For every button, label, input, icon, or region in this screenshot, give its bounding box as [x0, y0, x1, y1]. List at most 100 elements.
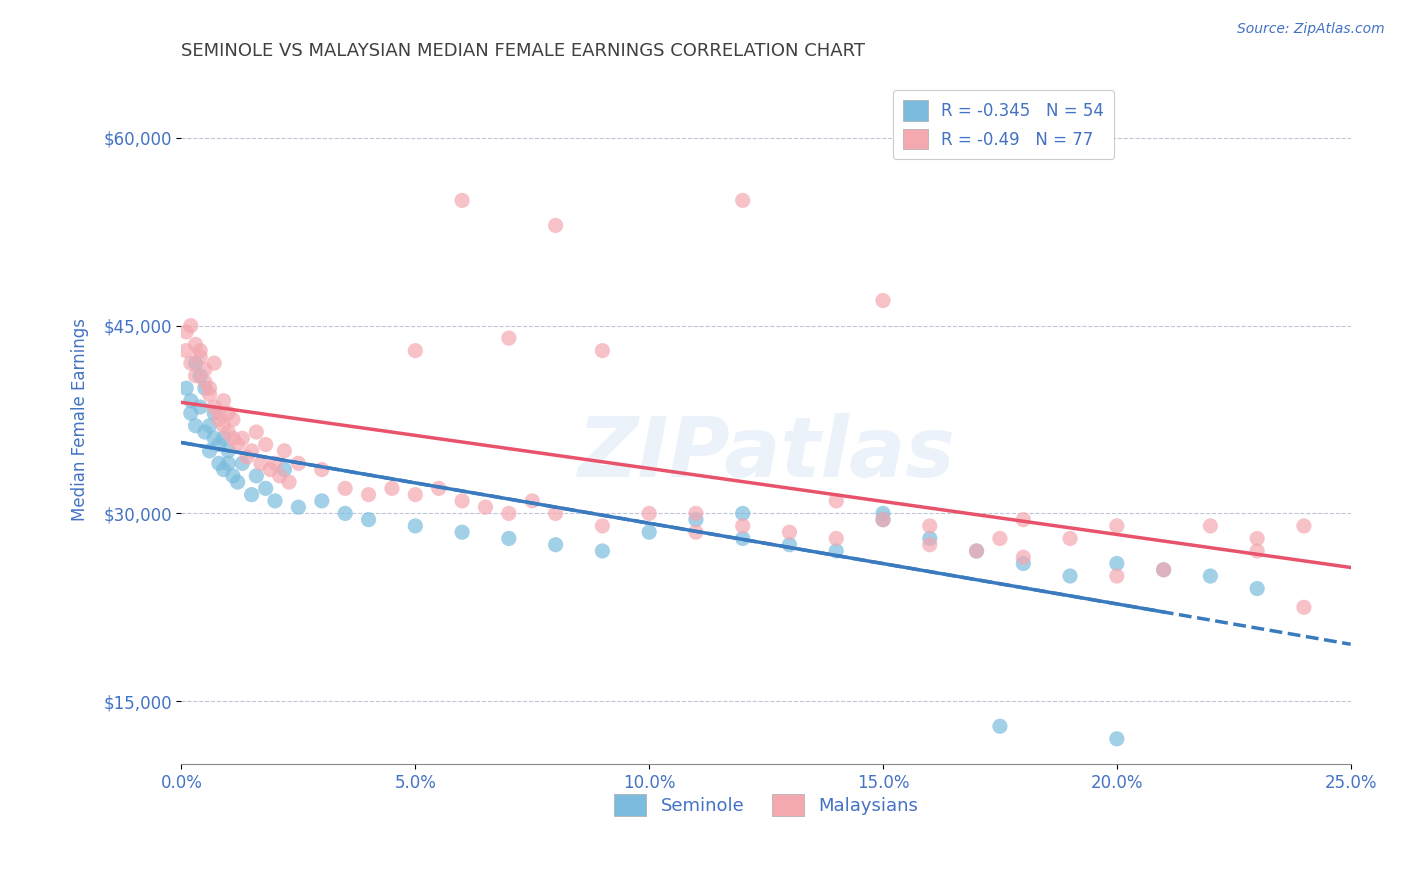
Point: [217, 456, 239, 470]
Point: [184, 337, 207, 351]
Point: [1292, 519, 1315, 533]
Point: [188, 343, 211, 358]
Point: [357, 513, 380, 527]
Point: [1105, 569, 1128, 583]
Point: [180, 356, 202, 370]
Point: [404, 519, 426, 533]
Point: [180, 406, 202, 420]
Point: [222, 431, 245, 445]
Point: [381, 482, 404, 496]
Point: [184, 356, 207, 370]
Text: ZIPatlas: ZIPatlas: [576, 414, 955, 494]
Point: [217, 443, 239, 458]
Text: SEMINOLE VS MALAYSIAN MEDIAN FEMALE EARNINGS CORRELATION CHART: SEMINOLE VS MALAYSIAN MEDIAN FEMALE EARN…: [181, 42, 866, 60]
Point: [180, 393, 202, 408]
Point: [254, 437, 277, 451]
Point: [778, 525, 800, 540]
Point: [591, 519, 613, 533]
Point: [245, 425, 267, 439]
Point: [966, 544, 988, 558]
Point: [202, 400, 225, 414]
Point: [825, 532, 848, 546]
Point: [918, 532, 941, 546]
Point: [1199, 519, 1222, 533]
Point: [731, 194, 754, 208]
Point: [174, 325, 197, 339]
Point: [202, 431, 225, 445]
Point: [202, 356, 225, 370]
Point: [357, 488, 380, 502]
Point: [685, 507, 707, 521]
Point: [198, 387, 221, 401]
Point: [198, 443, 221, 458]
Point: [1153, 563, 1175, 577]
Point: [451, 194, 474, 208]
Point: [184, 368, 207, 383]
Point: [202, 406, 225, 420]
Point: [404, 488, 426, 502]
Point: [278, 475, 301, 489]
Point: [1292, 600, 1315, 615]
Point: [273, 443, 295, 458]
Point: [1059, 532, 1081, 546]
Point: [208, 437, 231, 451]
Point: [638, 507, 661, 521]
Y-axis label: Median Female Earnings: Median Female Earnings: [72, 318, 89, 521]
Point: [250, 456, 273, 470]
Point: [1059, 569, 1081, 583]
Point: [236, 450, 259, 464]
Point: [988, 719, 1011, 733]
Point: [208, 456, 231, 470]
Point: [222, 468, 245, 483]
Point: [731, 507, 754, 521]
Point: [194, 362, 217, 376]
Point: [180, 318, 202, 333]
Point: [872, 513, 894, 527]
Point: [872, 293, 894, 308]
Point: [498, 532, 520, 546]
Point: [1012, 550, 1035, 565]
Point: [638, 525, 661, 540]
Point: [1199, 569, 1222, 583]
Point: [825, 494, 848, 508]
Point: [245, 468, 267, 483]
Point: [474, 500, 496, 515]
Point: [188, 400, 211, 414]
Point: [208, 412, 231, 426]
Point: [778, 538, 800, 552]
Point: [174, 381, 197, 395]
Point: [544, 219, 567, 233]
Point: [1153, 563, 1175, 577]
Point: [918, 519, 941, 533]
Point: [451, 494, 474, 508]
Point: [872, 513, 894, 527]
Point: [685, 525, 707, 540]
Point: [1246, 582, 1268, 596]
Point: [522, 494, 544, 508]
Point: [240, 488, 263, 502]
Point: [174, 343, 197, 358]
Point: [451, 525, 474, 540]
Point: [194, 381, 217, 395]
Point: [427, 482, 450, 496]
Point: [311, 494, 333, 508]
Point: [231, 431, 253, 445]
Point: [264, 494, 287, 508]
Point: [198, 381, 221, 395]
Point: [212, 393, 235, 408]
Point: [872, 507, 894, 521]
Point: [333, 482, 356, 496]
Point: [240, 443, 263, 458]
Point: [311, 462, 333, 476]
Point: [731, 532, 754, 546]
Point: [966, 544, 988, 558]
Point: [404, 343, 426, 358]
Point: [544, 538, 567, 552]
Point: [731, 519, 754, 533]
Point: [231, 456, 253, 470]
Point: [269, 468, 291, 483]
Point: [1105, 731, 1128, 746]
Point: [212, 462, 235, 476]
Point: [591, 544, 613, 558]
Point: [1246, 544, 1268, 558]
